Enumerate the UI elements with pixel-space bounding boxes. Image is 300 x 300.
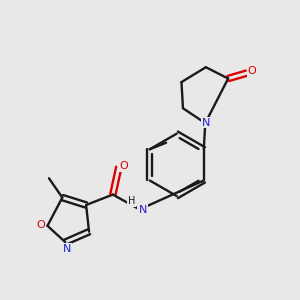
Text: N: N — [202, 118, 210, 128]
Text: O: O — [37, 220, 45, 230]
Text: N: N — [63, 244, 71, 254]
Text: H: H — [128, 196, 135, 206]
Text: O: O — [120, 161, 128, 171]
Text: N: N — [138, 205, 147, 215]
Text: O: O — [248, 66, 256, 76]
